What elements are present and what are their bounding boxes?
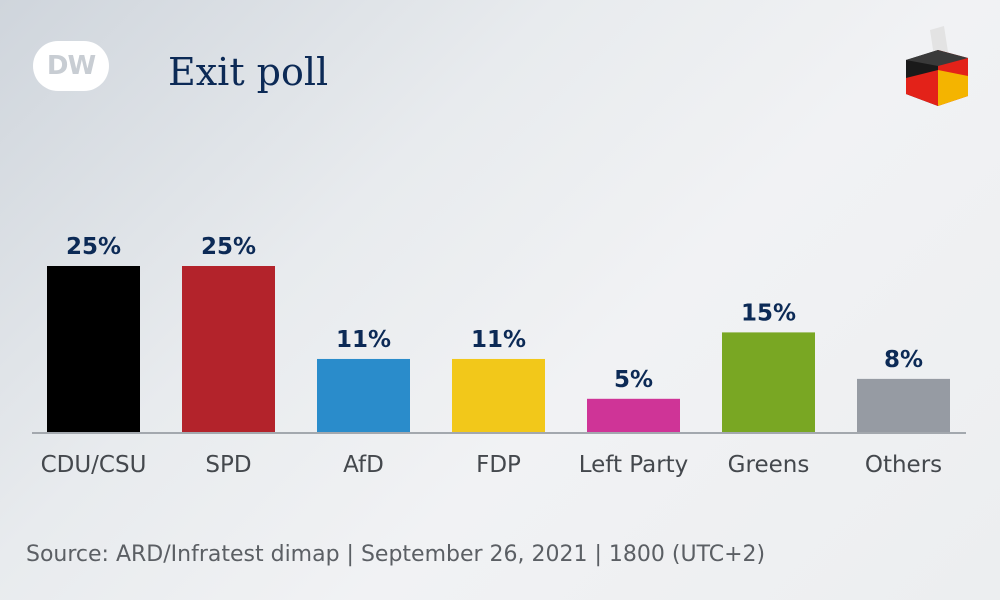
value-label: 25% [66, 234, 121, 260]
value-label: 25% [201, 234, 256, 260]
category-label: Greens [728, 452, 810, 478]
category-label: AfD [343, 452, 384, 478]
source-note: Source: ARD/Infratest dimap | September … [26, 542, 766, 567]
category-label: Left Party [579, 452, 689, 478]
ballot-box-icon [906, 26, 968, 106]
bar-greens [722, 332, 815, 432]
category-labels-group: CDU/CSU SPD AfD FDP Left Party Greens Others [41, 452, 943, 478]
category-label: FDP [476, 452, 521, 478]
value-label: 5% [614, 367, 653, 393]
dw-logo: DW [36, 44, 106, 88]
value-label: 11% [336, 327, 391, 353]
category-label: SPD [205, 452, 251, 478]
category-label: Others [865, 452, 942, 478]
chart-title: Exit poll [168, 50, 329, 94]
value-label: 11% [471, 327, 526, 353]
bar-others [857, 378, 950, 432]
value-labels-group: 25% 25% 11% 11% 5% 15% 8% [66, 234, 923, 393]
bars-group [47, 266, 950, 432]
value-label: 8% [884, 347, 923, 373]
value-label: 15% [741, 300, 796, 326]
category-label: CDU/CSU [41, 452, 147, 478]
bar-afd [317, 358, 410, 432]
bar-left-party [587, 398, 680, 432]
bar-fdp [452, 358, 545, 432]
bar-cdu-csu [47, 266, 140, 432]
bar-spd [182, 266, 275, 432]
